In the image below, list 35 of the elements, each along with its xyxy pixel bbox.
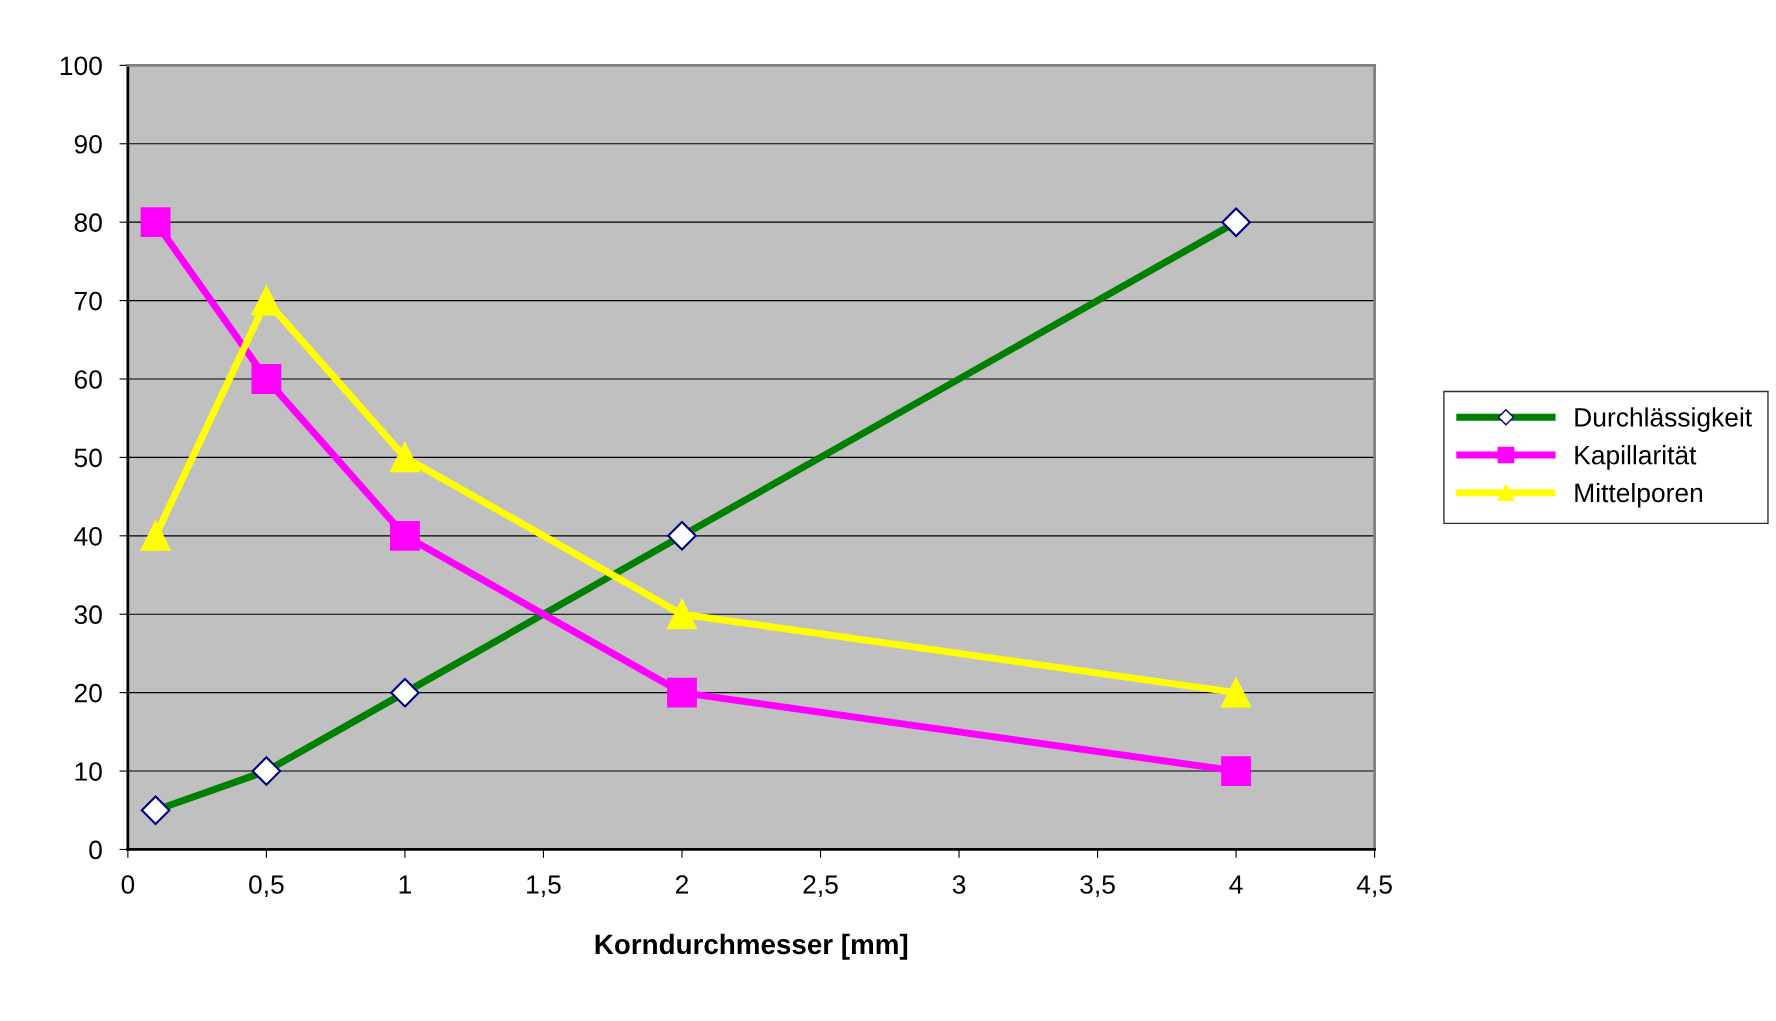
x-tick-label: 4 — [1229, 875, 1243, 894]
y-tick-label: 0 — [89, 840, 102, 860]
point — [390, 442, 420, 473]
point — [667, 677, 697, 708]
point — [1221, 677, 1252, 708]
y-tick-label: 50 — [74, 448, 102, 468]
x-tick-label: 3 — [952, 875, 966, 894]
point — [251, 364, 282, 394]
x-tick-label: 3,5 — [1080, 875, 1115, 897]
x-tick-label: 0,5 — [249, 875, 284, 897]
y-tick-label: 90 — [74, 134, 102, 154]
legend-label: Mittelporen — [1575, 482, 1703, 508]
y-tick-label: 100 — [60, 56, 102, 76]
legend-label: Kapillarität — [1575, 445, 1697, 470]
point — [667, 599, 697, 630]
x-tick-label: 2 — [675, 875, 688, 894]
y-tick-label: 40 — [74, 526, 102, 546]
x-axis-title: Korndurchmesser [mm] — [595, 933, 908, 960]
y-tick-label: 80 — [74, 213, 102, 232]
x-tick-label: 1,5 — [527, 875, 561, 897]
point — [140, 207, 171, 238]
legend-label: Durchlässigkeit — [1575, 407, 1752, 432]
x-tick-label: 4,5 — [1356, 875, 1392, 897]
x-tick-label: 1 — [399, 875, 411, 894]
point — [390, 520, 420, 551]
y-tick-label: 70 — [74, 291, 102, 311]
y-tick-label: 60 — [74, 370, 102, 389]
point — [251, 285, 282, 316]
y-tick-label: 10 — [75, 762, 102, 781]
x-tick-label: 2,5 — [803, 875, 838, 897]
y-tick-label: 30 — [74, 605, 102, 625]
point — [1221, 756, 1252, 786]
x-tick-label: 0 — [121, 875, 135, 894]
y-tick-label: 20 — [74, 683, 102, 703]
point — [140, 520, 171, 551]
